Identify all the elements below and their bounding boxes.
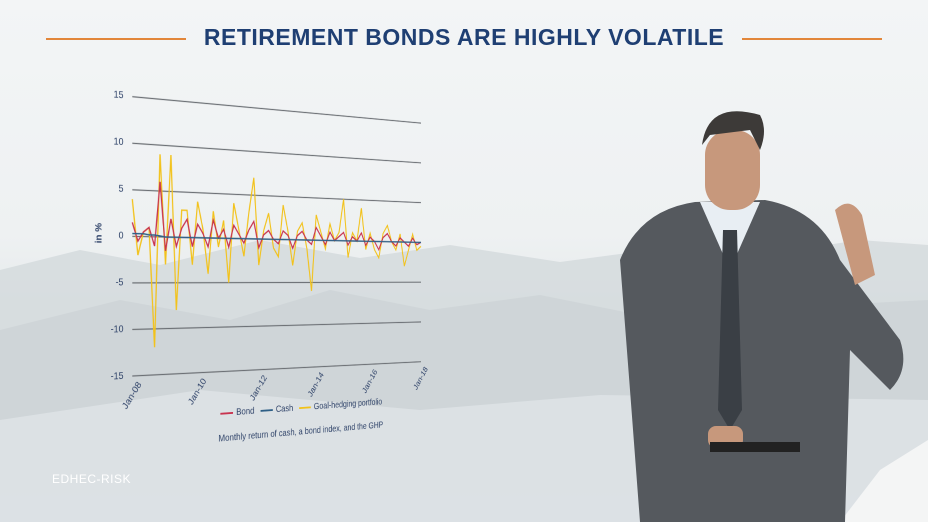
presenter [600, 90, 920, 522]
x-tick-label: Jan-16 [361, 368, 379, 396]
y-tick-label: 15 [114, 89, 124, 101]
chart-container: in % -15 -10 -5 0 5 10 15 Jan-08 Jan-10 Jan-12 Jan… [92, 78, 427, 478]
slide-title: RETIREMENT BONDS ARE HIGHLY VOLATILE [0, 24, 928, 51]
legend-swatch [220, 413, 233, 414]
grid-line [132, 143, 421, 163]
y-tick-label: 5 [119, 184, 124, 196]
series-line [132, 153, 421, 349]
x-tick-label: Jan-12 [248, 373, 269, 402]
logo: EDHEC-RISK [52, 472, 131, 486]
y-axis-label: in % [94, 222, 104, 243]
y-tick-label: -15 [111, 371, 124, 383]
legend-label: Goal-hedging portfolio [314, 397, 382, 412]
y-tick-label: -5 [116, 277, 124, 288]
x-tick-label: Jan-08 [120, 380, 144, 411]
grid-line [132, 190, 421, 203]
legend-swatch [261, 410, 273, 411]
x-tick-label: Jan-10 [187, 377, 209, 407]
y-tick-label: 0 [119, 230, 124, 241]
x-tick-label: Jan-14 [306, 370, 326, 399]
x-tick-label: Jan-18 [412, 365, 427, 392]
chart: in % -15 -10 -5 0 5 10 15 Jan-08 Jan-10 Jan-12 Jan… [92, 78, 427, 478]
y-tick-label: 10 [114, 136, 124, 148]
chart-caption: Monthly return of cash, a bond index, an… [218, 420, 383, 444]
grid-line [132, 322, 421, 329]
legend-label: Cash [276, 403, 293, 415]
y-tick-label: -10 [111, 324, 124, 336]
legend-swatch [299, 407, 311, 408]
legend-label: Bond [236, 406, 254, 418]
